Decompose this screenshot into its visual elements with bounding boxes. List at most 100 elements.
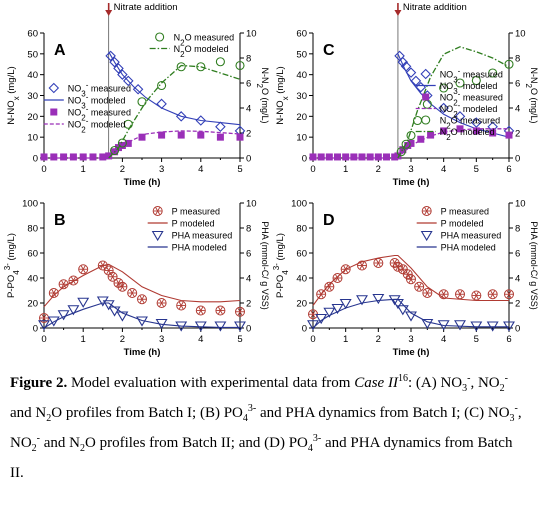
series-line (43, 302, 240, 329)
square-marker (350, 153, 358, 161)
y-tick-label: 20 (27, 112, 38, 123)
legend-label: PHA measured (172, 231, 233, 241)
y2-tick-label: 4 (515, 274, 520, 285)
diamond-marker (48, 82, 60, 94)
diamond-marker (123, 75, 134, 87)
circle-marker (401, 139, 411, 149)
x-tick-label: 3 (159, 164, 164, 175)
y-tick-label: 0 (33, 324, 38, 335)
series-line (397, 53, 510, 138)
y-tick-label: 0 (302, 154, 307, 165)
panel-label: B (54, 212, 66, 229)
circle-marker (196, 62, 206, 72)
legend-label: P measured (441, 207, 489, 217)
y2-tick-label: 8 (515, 224, 520, 235)
square-marker (138, 133, 146, 141)
caption-text: , (517, 405, 522, 421)
series-line (108, 64, 241, 159)
triangle-marker (77, 297, 90, 308)
y2-tick-label: 2 (246, 129, 251, 140)
series-pha-modeled (312, 298, 509, 329)
x-axis-label: Time (h) (393, 177, 430, 188)
y-tick-label: 10 (27, 133, 38, 144)
x-tick-label: 1 (343, 334, 348, 345)
x-axis-label: Time (h) (124, 347, 161, 358)
series-n2o-measured (396, 59, 514, 157)
y2-tick-label: 2 (246, 299, 251, 310)
caption-case-name: Case II (354, 375, 398, 391)
legend-label: N2O measured (440, 116, 500, 131)
x-tick-label: 6 (506, 164, 511, 175)
caption-reference: 16 (397, 373, 408, 384)
y2-tick-label: 6 (515, 79, 520, 90)
square-marker (422, 93, 430, 101)
square-marker (216, 133, 224, 141)
caption-text: Model evaluation with experimental data … (67, 375, 355, 391)
asterisk-marker (137, 294, 147, 305)
panel-label: A (54, 42, 66, 59)
y2-tick-label: 0 (246, 154, 251, 165)
triangle-marker (67, 305, 80, 316)
series-pha-modeled (43, 302, 240, 329)
x-axis-label: Time (h) (393, 347, 430, 358)
circle-marker (155, 32, 165, 42)
caption-text: and PHA dynamics from Batch (321, 435, 513, 451)
asterisk-marker (117, 281, 128, 292)
asterisk-marker (152, 206, 163, 216)
y-tick-label: 60 (296, 29, 307, 40)
figure-caption: Figure 2. Model evaluation with experime… (10, 373, 546, 394)
legend-label: P measured (172, 207, 220, 217)
x-tick-label: 2 (120, 334, 125, 345)
y-tick-label: 100 (22, 199, 38, 210)
square-marker (50, 108, 58, 116)
triangle-marker (372, 293, 385, 305)
square-marker (417, 135, 425, 143)
triangle-marker (151, 230, 164, 242)
y2-tick-label: 8 (246, 54, 251, 65)
circle-marker (110, 145, 120, 156)
caption-text: NO (10, 435, 32, 451)
y2-axis-label: PHA (mmol-C/ g VSS) (260, 221, 270, 310)
triangle-marker (421, 318, 434, 330)
x-tick-label: 5 (474, 164, 479, 175)
caption-superscript: - (467, 373, 471, 384)
triangle-marker (405, 311, 417, 322)
triangle-marker (339, 298, 352, 310)
y-tick-label: 20 (296, 112, 307, 123)
diamond-marker (105, 50, 116, 62)
asterisk-marker (68, 275, 79, 286)
square-marker (394, 152, 402, 160)
y-tick-label: 20 (296, 299, 307, 310)
square-marker (505, 131, 513, 139)
caption-text: O profiles from Batch II; and (D) PO (85, 435, 308, 451)
y2-tick-label: 4 (515, 104, 520, 115)
x-tick-label: 0 (41, 164, 46, 175)
circle-marker (396, 147, 406, 157)
legend: P measured P modeled PHA measured PHA model… (416, 206, 501, 253)
y2-tick-label: 2 (515, 299, 520, 310)
triangle-marker (57, 310, 70, 321)
legend-label: PHA modeled (441, 243, 496, 253)
figure-caption-line: and N2O profiles from Batch I; (B) PO43-… (10, 403, 546, 424)
series-no2-measured (309, 125, 513, 161)
x-tick-label: 1 (81, 164, 86, 175)
series-no2-modeled (44, 130, 241, 159)
square-marker (427, 131, 435, 139)
y2-tick-label: 0 (246, 324, 251, 335)
caption-superscript: - (36, 433, 41, 444)
y2-tick-label: 6 (515, 249, 520, 260)
circle-marker (422, 99, 432, 109)
caption-superscript: - (514, 403, 518, 414)
x-tick-label: 3 (408, 164, 413, 175)
legend-label: NO2- measured (440, 89, 503, 107)
asterisk-marker (402, 269, 413, 280)
y-tick-label: 100 (291, 199, 307, 210)
caption-text: : (A) NO (407, 375, 463, 391)
square-marker (342, 153, 350, 161)
y-tick-label: 10 (296, 133, 307, 144)
diamond-marker (397, 56, 409, 68)
triangle-marker (214, 321, 227, 332)
x-tick-label: 0 (310, 164, 315, 175)
